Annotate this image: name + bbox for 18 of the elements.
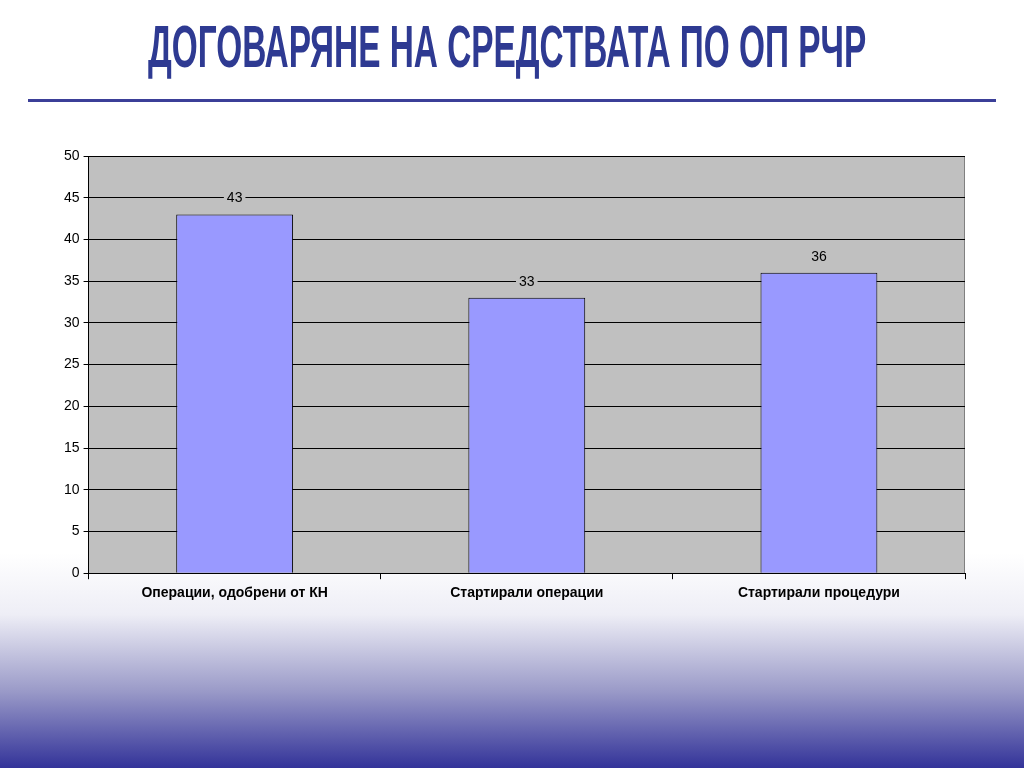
y-tick-label: 45 — [63, 188, 80, 205]
data-label: 36 — [811, 247, 827, 264]
y-tick-label: 30 — [63, 313, 80, 330]
y-tick-label: 50 — [63, 146, 80, 163]
y-tick-label: 25 — [63, 355, 80, 372]
x-tick-label: Стартирали процедури — [737, 584, 900, 601]
y-tick-label: 10 — [63, 480, 80, 497]
y-tick-label: 15 — [63, 438, 80, 455]
y-tick-label: 5 — [71, 522, 80, 539]
chart-title: ДОГОВАРЯНЕ НА СРЕДСТВАТА ПО ОП РЧР — [148, 13, 867, 80]
data-label: 43 — [226, 189, 243, 206]
x-tick-label: Стартирали операции — [450, 584, 604, 601]
y-tick-label: 35 — [63, 272, 80, 289]
y-tick-label: 40 — [63, 230, 80, 247]
y-tick-label: 0 — [71, 564, 80, 581]
data-label: 33 — [519, 272, 535, 289]
x-tick-label: Операции, одобрени от КН — [141, 584, 328, 601]
y-tick-label: 20 — [63, 397, 80, 414]
